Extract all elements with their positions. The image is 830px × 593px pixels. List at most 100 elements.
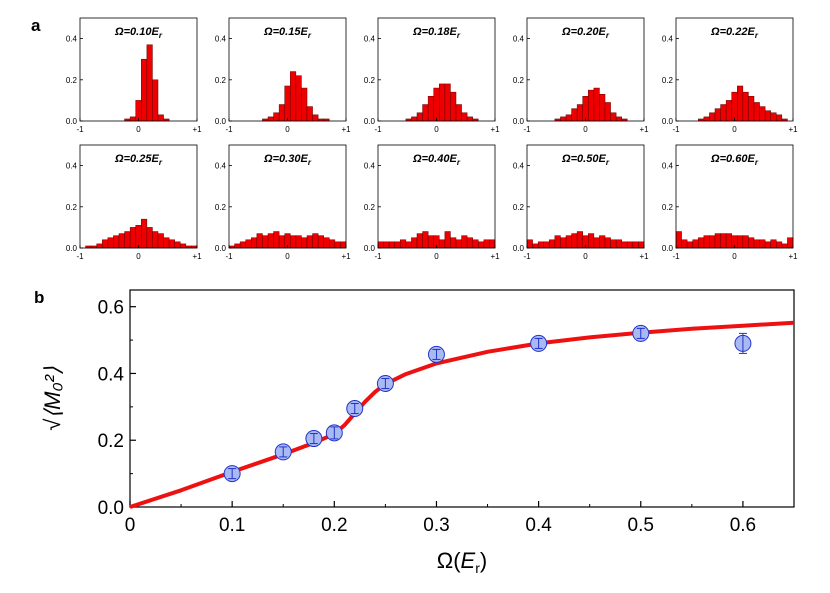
- y-axis-label: √⟨M₀²⟩: [40, 366, 65, 431]
- bar: [267, 116, 274, 122]
- data-point: [734, 332, 752, 354]
- bar: [329, 239, 336, 249]
- bar: [180, 243, 187, 249]
- bar: [383, 241, 390, 249]
- histogram-title: Ω=0.60Er: [710, 153, 759, 167]
- histogram-title: Ω=0.20Er: [561, 26, 610, 40]
- bar: [681, 239, 688, 249]
- x-tick-label: 0: [732, 252, 737, 261]
- bar: [703, 235, 710, 249]
- bar: [245, 239, 252, 249]
- x-tick-label: +1: [788, 125, 798, 134]
- bar: [776, 241, 783, 249]
- title-subscript: r: [755, 158, 759, 167]
- bar: [698, 237, 705, 249]
- bar: [163, 237, 170, 249]
- histogram-title: Ω=0.40Er: [412, 153, 461, 167]
- bar: [444, 83, 451, 122]
- bar: [466, 116, 473, 122]
- bar: [753, 102, 760, 122]
- bar: [273, 112, 280, 122]
- bar: [388, 241, 395, 249]
- y-tick-label: 0.4: [215, 162, 227, 171]
- bar: [306, 106, 313, 122]
- bar: [256, 233, 263, 249]
- histogram-8: 0.0 0.2 0.4 -1 0 +1 Ω=0.40Er: [364, 144, 500, 261]
- bar: [450, 237, 457, 249]
- title-subscript: r: [308, 31, 312, 40]
- bar: [146, 44, 153, 122]
- bar: [405, 241, 412, 249]
- bar: [526, 239, 533, 249]
- bar: [113, 235, 120, 249]
- bar: [759, 106, 766, 122]
- bar: [284, 85, 291, 122]
- y-tick-label: 0.2: [66, 203, 78, 212]
- histogram-title: Ω=0.30Er: [263, 153, 312, 167]
- bar: [124, 231, 131, 249]
- bar: [781, 243, 788, 249]
- bar: [543, 241, 550, 249]
- histogram-title: Ω=0.50Er: [561, 153, 610, 167]
- y-tick-label: 0.2: [364, 76, 376, 85]
- bar: [675, 231, 682, 249]
- data-point: [325, 424, 343, 442]
- bar: [692, 239, 699, 249]
- y-tick-label: 0.4: [66, 162, 78, 171]
- bar: [787, 237, 794, 249]
- y-tick-label: 0.4: [662, 162, 674, 171]
- bar: [444, 231, 451, 249]
- histogram-6: 0.0 0.2 0.4 -1 0 +1 Ω=0.25Er: [66, 144, 202, 261]
- x-tick-label: 0: [285, 252, 290, 261]
- data-point: [223, 465, 241, 483]
- bar: [610, 239, 617, 249]
- bar: [301, 237, 308, 249]
- bar: [599, 235, 606, 249]
- bar: [737, 85, 744, 122]
- x-tick-label: +1: [788, 252, 798, 261]
- bar: [627, 241, 634, 249]
- y-tick-label: 0.6: [98, 298, 124, 319]
- y-tick-label: 0.2: [364, 203, 376, 212]
- bar: [450, 91, 457, 122]
- bar: [439, 83, 446, 122]
- x-tick-label: 0: [732, 125, 737, 134]
- bar: [565, 235, 572, 249]
- panel-label-a: a: [31, 16, 41, 35]
- bar: [582, 96, 589, 122]
- bar: [489, 239, 496, 249]
- y-tick-label: 0.0: [66, 244, 78, 253]
- bar: [737, 235, 744, 249]
- bar: [433, 87, 440, 122]
- y-tick-label: 0.4: [98, 364, 125, 385]
- bar: [554, 235, 561, 249]
- bar: [720, 104, 727, 122]
- histogram-7: 0.0 0.2 0.4 -1 0 +1 Ω=0.30Er: [215, 144, 351, 261]
- x-tick-label: -1: [672, 252, 680, 261]
- x-tick-label: +1: [341, 252, 351, 261]
- bar: [709, 112, 716, 122]
- bar: [416, 112, 423, 122]
- bar: [742, 235, 749, 249]
- data-point: [632, 324, 650, 342]
- bar: [483, 239, 490, 249]
- data-point: [427, 345, 445, 363]
- y-tick-label: 0.0: [66, 117, 78, 126]
- bar: [157, 233, 164, 249]
- bar: [273, 231, 280, 249]
- y-tick-label: 0.2: [662, 203, 674, 212]
- bar: [632, 241, 639, 249]
- x-tick-label: 0: [583, 125, 588, 134]
- y-tick-label: 0.0: [364, 117, 376, 126]
- bar: [129, 116, 136, 122]
- y-tick-label: 0.4: [364, 162, 376, 171]
- x-tick-label: 0: [434, 252, 439, 261]
- bar: [731, 91, 738, 122]
- histogram-title: Ω=0.22Er: [710, 26, 759, 40]
- bar: [312, 114, 319, 122]
- x-tick-label: +1: [341, 125, 351, 134]
- bar: [621, 241, 628, 249]
- bar: [576, 104, 583, 122]
- bar: [411, 237, 418, 249]
- bar: [714, 108, 721, 122]
